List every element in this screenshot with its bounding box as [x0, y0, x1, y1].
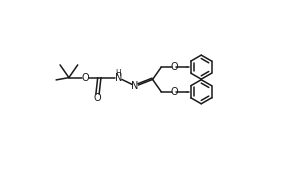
Text: N: N: [131, 81, 139, 91]
Text: N: N: [115, 73, 122, 83]
Text: O: O: [82, 73, 89, 83]
Text: O: O: [94, 93, 101, 103]
Text: O: O: [170, 62, 178, 72]
Text: O: O: [170, 87, 178, 97]
Text: H: H: [116, 69, 121, 78]
